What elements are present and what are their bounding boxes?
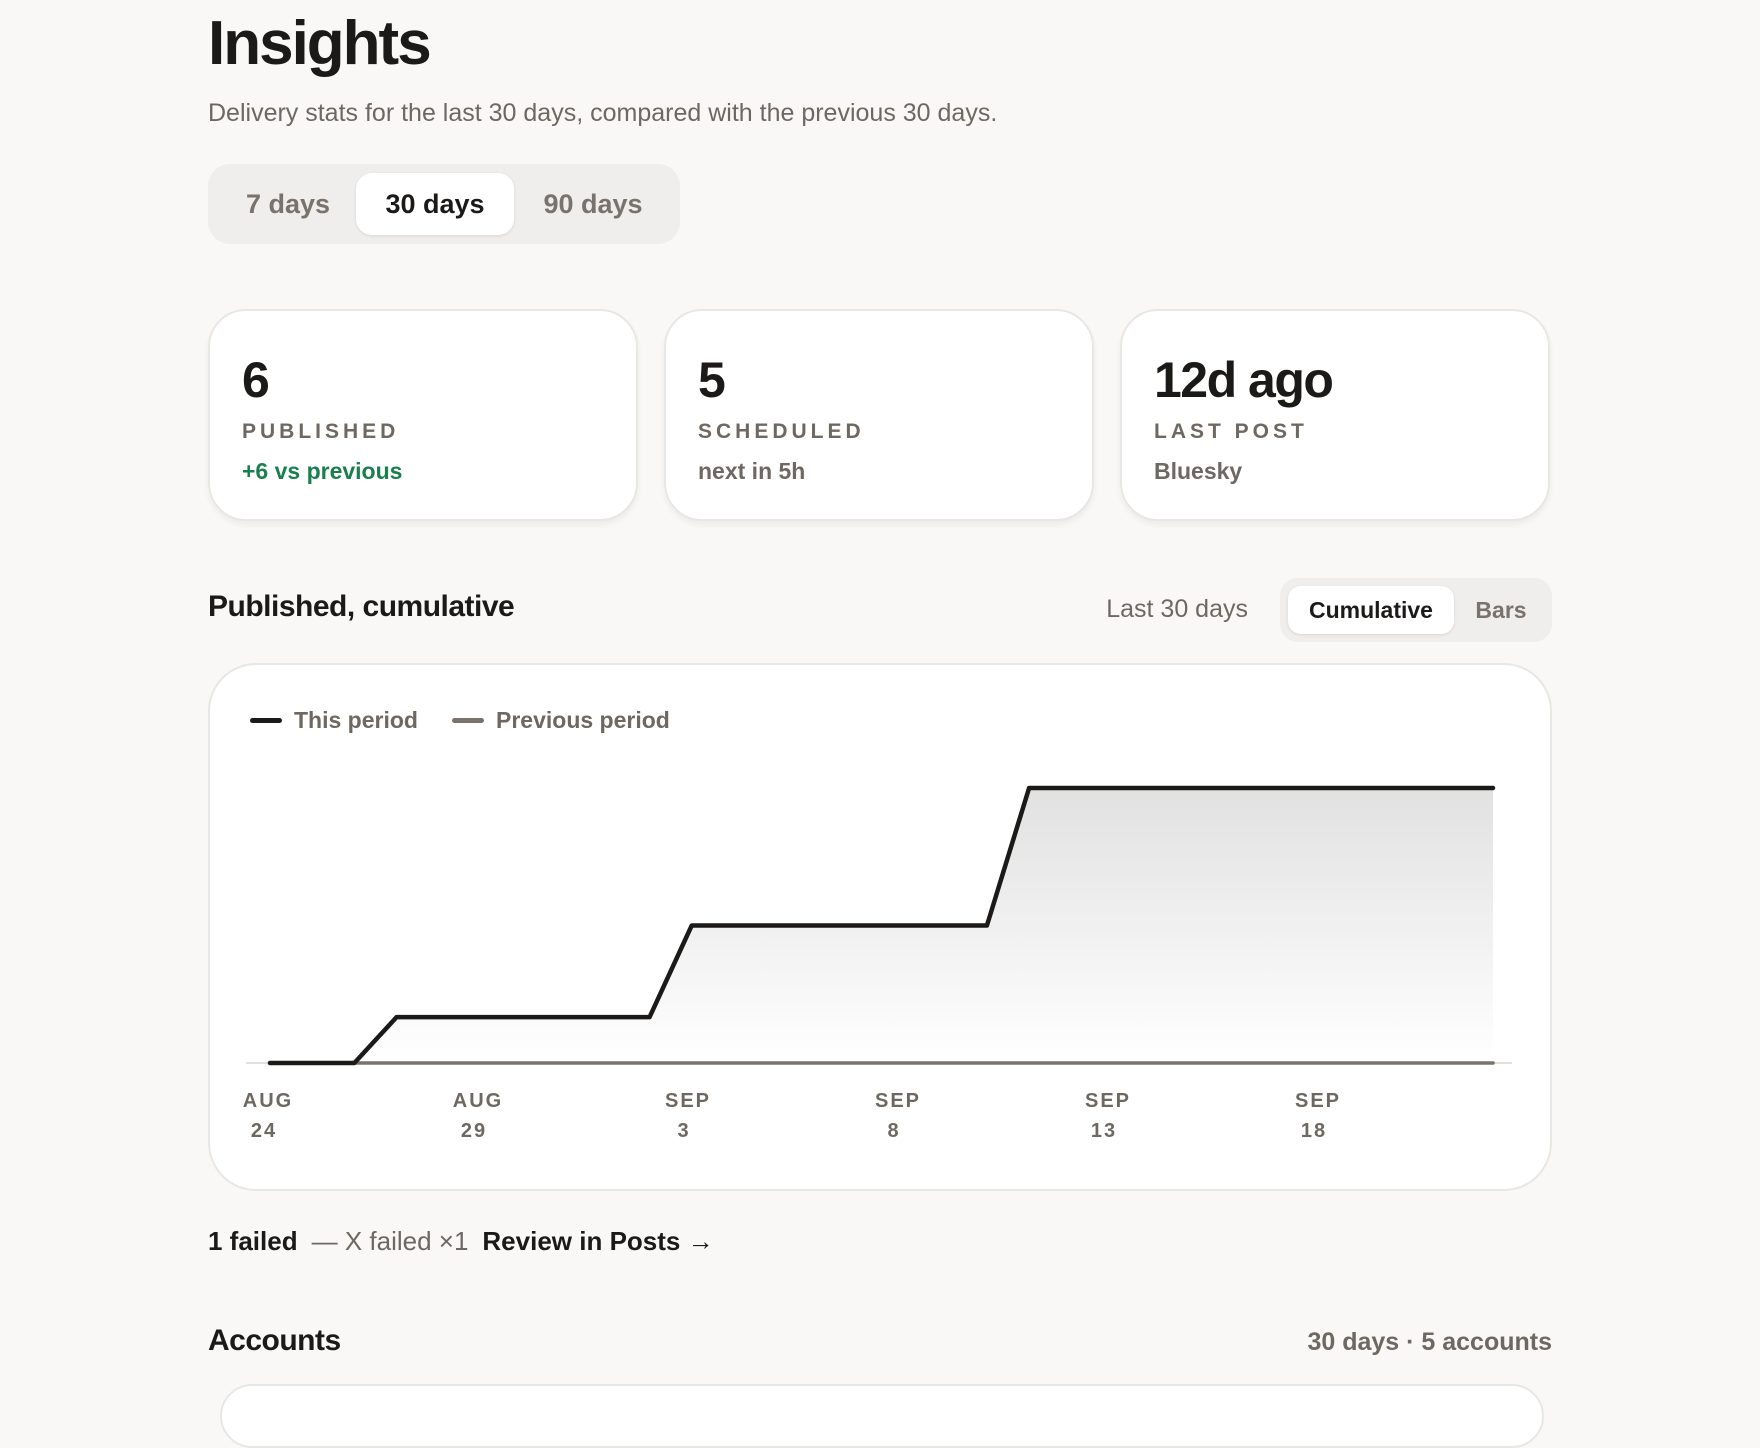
chart-plot: AUG 24 AUG 29 SEP 3 SEP 8 SEP 13 SEP 18 [243, 785, 1512, 1142]
legend-swatch-this [250, 718, 282, 723]
legend-swatch-previous [452, 718, 484, 723]
failed-summary: 1 failed — X failed ×1 Review in Posts → [208, 1226, 714, 1257]
page-subtitle: Delivery stats for the last 30 days, com… [208, 99, 998, 127]
failed-detail: — X failed ×1 [311, 1226, 469, 1256]
chart-section-title: Published, cumulative [208, 590, 515, 623]
series-line-this-period [267, 785, 1496, 1066]
x-tick-label-day: 13 [1091, 1120, 1117, 1142]
accounts-meta: 30 days · 5 accounts [1307, 1328, 1552, 1356]
x-tick-label-day: 29 [461, 1120, 487, 1142]
chart-range-label: Last 30 days [1106, 595, 1248, 623]
legend-this-period: This period [250, 707, 418, 734]
x-tick-label-month: SEP [875, 1090, 921, 1112]
x-tick-label-month: AUG [243, 1090, 293, 1112]
stat-delta: +6 vs previous [242, 458, 403, 484]
accounts-title: Accounts [208, 1324, 341, 1357]
view-bars[interactable]: Bars [1475, 597, 1527, 623]
range-tabs: 7 days 30 days 90 days [208, 164, 680, 244]
legend-label: Previous period [496, 707, 670, 733]
accounts-card [220, 1384, 1544, 1448]
stat-sub: next in 5h [698, 458, 806, 484]
stat-label: PUBLISHED [242, 420, 400, 443]
tab-90-days[interactable]: 90 days [543, 189, 643, 219]
stat-value: 12d ago [1154, 352, 1334, 408]
review-in-posts-link[interactable]: Review in Posts → [482, 1226, 714, 1256]
tab-7-days[interactable]: 7 days [245, 189, 331, 219]
chart-view-toggle: Cumulative Bars [1280, 578, 1552, 642]
x-tick-label-month: SEP [1085, 1090, 1131, 1112]
x-tick-label-month: AUG [453, 1090, 503, 1112]
stat-value: 6 [242, 352, 270, 408]
x-tick-label-day: 8 [887, 1120, 900, 1142]
x-tick-label-day: 18 [1301, 1120, 1327, 1142]
chart-card: This period Previous period AUG 24 AUG 29 SE… [208, 663, 1552, 1191]
view-cumulative[interactable]: Cumulative [1288, 586, 1454, 634]
legend-previous-period: Previous period [452, 707, 670, 734]
stat-card-scheduled: 5 SCHEDULED next in 5h [664, 309, 1094, 521]
stat-label: SCHEDULED [698, 420, 865, 443]
stat-card-published: 6 PUBLISHED +6 vs previous [208, 309, 638, 521]
stat-card-last-post: 12d ago LAST POST Bluesky [1120, 309, 1550, 521]
x-tick-label-day: 24 [251, 1120, 277, 1142]
page-title: Insights [208, 9, 432, 78]
stat-label: LAST POST [1154, 420, 1308, 443]
legend-label: This period [294, 707, 418, 733]
x-tick-label-month: SEP [665, 1090, 711, 1112]
tab-30-days[interactable]: 30 days [356, 173, 514, 235]
failed-count: 1 failed [208, 1226, 298, 1256]
x-tick-label-day: 3 [677, 1120, 690, 1142]
stat-sub: Bluesky [1154, 458, 1243, 484]
stat-value: 5 [698, 352, 726, 408]
x-tick-label-month: SEP [1295, 1090, 1341, 1112]
